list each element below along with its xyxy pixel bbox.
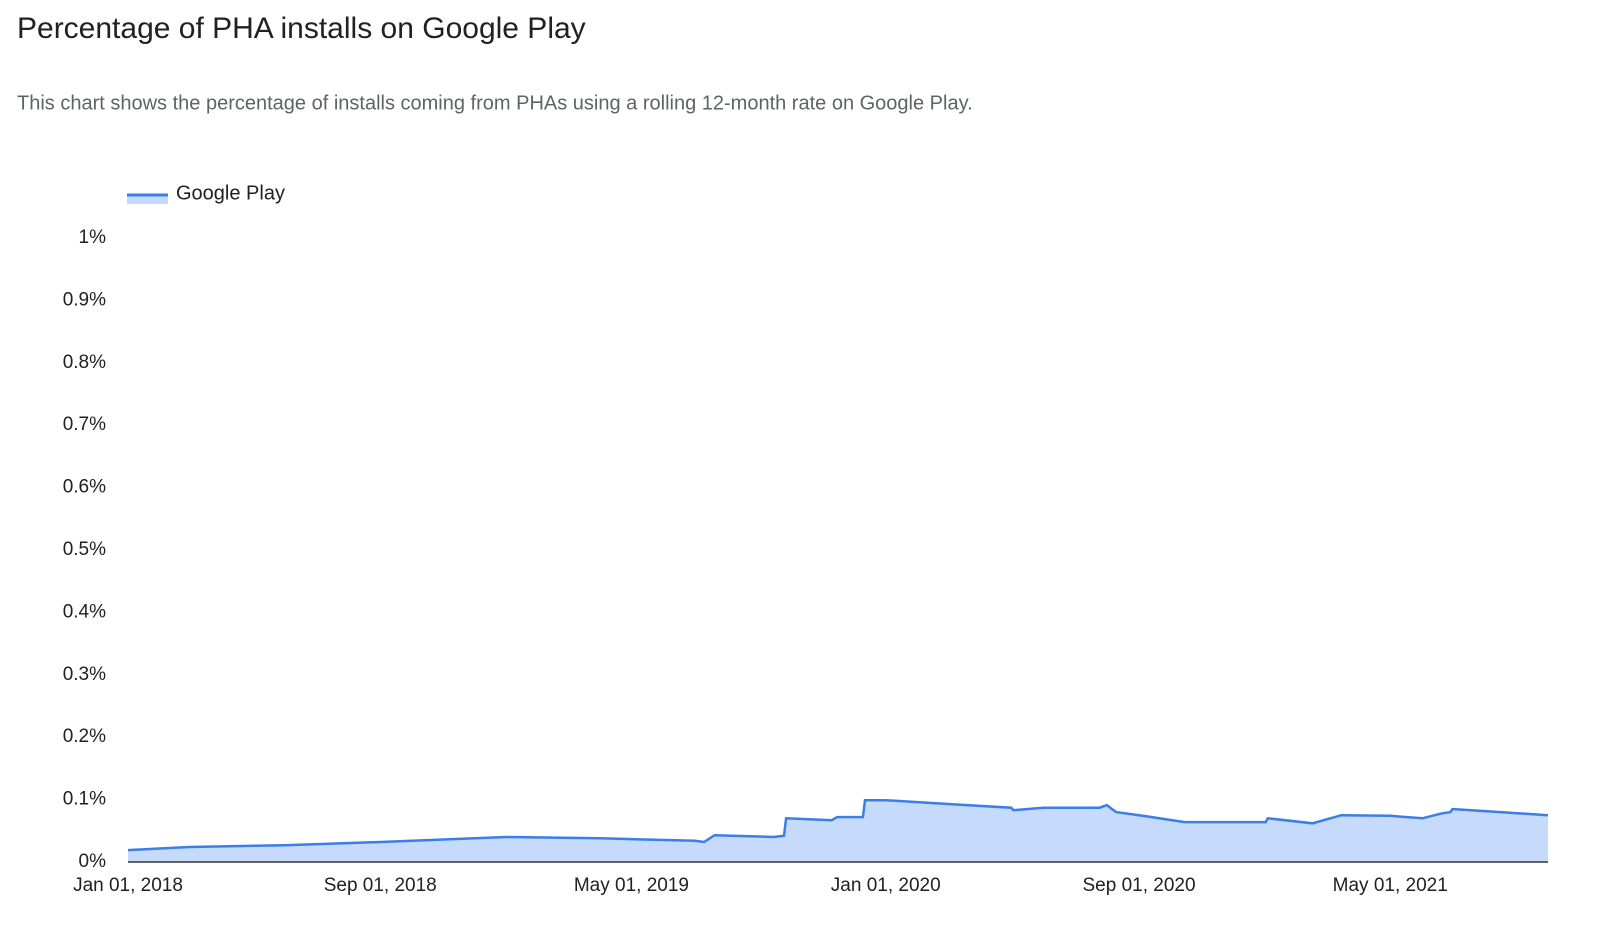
y-tick-label: 0.9% xyxy=(63,289,106,310)
x-tick-label: Sep 01, 2018 xyxy=(324,875,437,896)
y-tick-label: 0% xyxy=(79,851,107,872)
chart-title: Percentage of PHA installs on Google Pla… xyxy=(17,12,586,45)
x-tick-label: Jan 01, 2018 xyxy=(73,875,183,896)
chart-subtitle: This chart shows the percentage of insta… xyxy=(17,92,973,114)
legend-swatch xyxy=(127,195,168,204)
x-tick-label: Jan 01, 2020 xyxy=(831,875,941,896)
y-tick-label: 0.1% xyxy=(63,789,106,810)
y-tick-label: 0.3% xyxy=(63,664,106,685)
y-tick-label: 0.6% xyxy=(63,477,106,498)
y-tick-label: 0.8% xyxy=(63,352,106,373)
legend-label: Google Play xyxy=(176,182,285,204)
y-tick-label: 0.7% xyxy=(63,414,106,435)
x-tick-label: May 01, 2021 xyxy=(1333,875,1448,896)
area xyxy=(128,800,1548,862)
x-tick-label: May 01, 2019 xyxy=(574,875,689,896)
y-tick-label: 0.5% xyxy=(63,539,106,560)
x-tick-label: Sep 01, 2020 xyxy=(1083,875,1196,896)
y-tick-label: 1% xyxy=(79,227,107,248)
y-tick-label: 0.2% xyxy=(63,726,106,747)
line xyxy=(127,798,1549,852)
y-tick-label: 0.4% xyxy=(63,601,106,622)
